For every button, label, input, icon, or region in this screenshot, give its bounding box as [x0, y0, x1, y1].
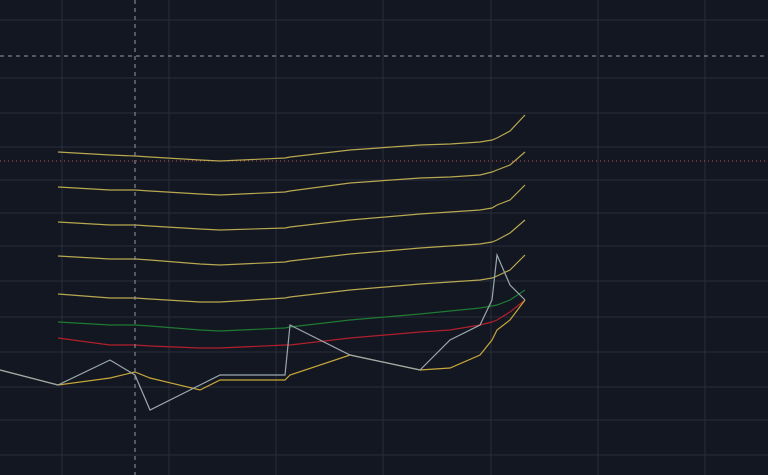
series-line — [57, 151, 526, 196]
series-line — [57, 184, 526, 231]
plot — [0, 114, 526, 411]
series-line — [0, 252, 526, 411]
series-line — [57, 219, 526, 266]
series-line — [0, 299, 526, 391]
series-line — [57, 114, 526, 162]
series-line — [57, 299, 526, 349]
series-line — [57, 289, 526, 332]
